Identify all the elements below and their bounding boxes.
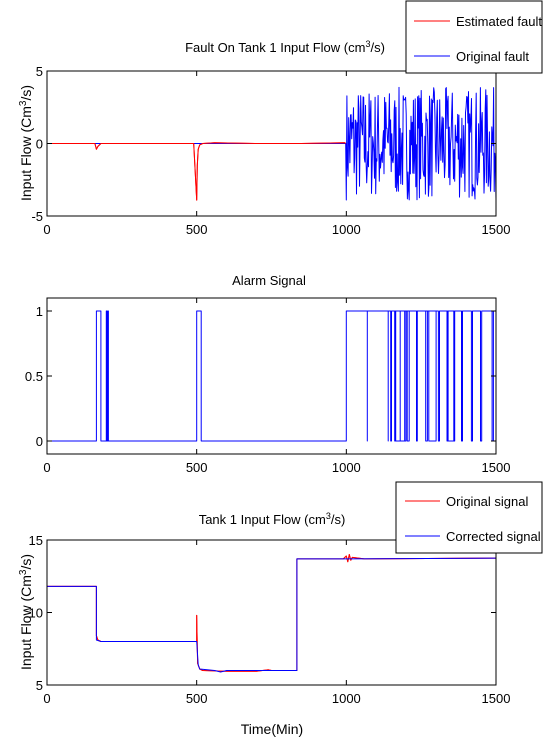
x-tick-label: 1000 bbox=[332, 691, 361, 706]
y-tick-label: 15 bbox=[29, 533, 43, 548]
x-tick-label: 500 bbox=[186, 222, 208, 237]
panel1-title-tail: /s) bbox=[370, 40, 384, 55]
x-tick-label: 500 bbox=[186, 460, 208, 475]
y-tick-label: -5 bbox=[31, 209, 43, 224]
panel3-xlabel: Time(Min) bbox=[241, 721, 303, 737]
panel-tank1-input-flow: Tank 1 Input Flow (cm3/s) 0 500 1000 1500 5 1… bbox=[18, 481, 543, 737]
legend-label-original-fault: Original fault bbox=[456, 49, 529, 64]
x-tick-label: 1500 bbox=[482, 691, 511, 706]
y-tick-label: 5 bbox=[36, 678, 43, 693]
panel-fault-tank1: Fault On Tank 1 Input Flow (cm3/s) 0 500 1… bbox=[18, 0, 543, 237]
panel2-series-group bbox=[47, 310, 497, 442]
series-line-corrected-signal bbox=[47, 557, 497, 673]
panel3-ylabel: Input Flow (Cm3/s) bbox=[18, 554, 34, 670]
panel3-legend: Original signal Corrected signal bbox=[395, 481, 543, 554]
y-tick-label: 5 bbox=[36, 64, 43, 79]
panel3-series-group bbox=[47, 554, 497, 673]
series-line-alarm-signal bbox=[47, 310, 497, 442]
y-tick-label: 0 bbox=[36, 434, 43, 449]
panel-alarm-signal: Alarm Signal 0 500 1000 1500 0 0.5 1 bbox=[25, 273, 511, 475]
panel1-title-sup: 3 bbox=[365, 39, 370, 49]
x-tick-label: 0 bbox=[43, 691, 50, 706]
x-tick-label: 0 bbox=[43, 460, 50, 475]
x-tick-label: 1500 bbox=[482, 222, 511, 237]
panel1-ticks: 0 500 1000 1500-505 bbox=[31, 64, 510, 237]
panel3-title-tail: /s) bbox=[331, 512, 345, 527]
panel1-ylabel: Input Flow (Cm3/s) bbox=[18, 85, 34, 201]
panel1-legend: Estimated fault Original fault bbox=[405, 0, 543, 74]
y-tick-label: 10 bbox=[29, 606, 43, 621]
x-tick-label: 1500 bbox=[482, 460, 511, 475]
panel3-title: Tank 1 Input Flow (cm3/s) bbox=[199, 511, 346, 527]
series-line-estimated-fault-overlay bbox=[47, 142, 347, 201]
panel2-title: Alarm Signal bbox=[232, 273, 306, 288]
x-tick-label: 1000 bbox=[332, 222, 361, 237]
panel2-ticks: 0 500 1000 1500 0 0.5 1 bbox=[25, 298, 511, 475]
x-tick-label: 0 bbox=[43, 222, 50, 237]
y-tick-label: 1 bbox=[36, 304, 43, 319]
series-line-original-signal bbox=[47, 554, 497, 672]
x-tick-label: 1000 bbox=[332, 460, 361, 475]
x-tick-label: 500 bbox=[186, 691, 208, 706]
legend-label-corrected-signal: Corrected signal bbox=[446, 529, 541, 544]
panel1-series-group bbox=[47, 86, 497, 201]
y-tick-label: 0 bbox=[36, 137, 43, 152]
panel3-title-sup: 3 bbox=[326, 511, 331, 521]
series-line-original-fault bbox=[47, 86, 497, 201]
panel3-axes bbox=[46, 539, 497, 686]
panel1-title: Fault On Tank 1 Input Flow (cm3/s) bbox=[185, 39, 385, 55]
panel3-legend-box bbox=[395, 481, 543, 554]
legend-label-estimated-fault: Estimated fault bbox=[456, 14, 542, 29]
series-line-original-signal-overlay bbox=[47, 554, 497, 672]
panel1-legend-box bbox=[405, 0, 543, 74]
legend-label-original-signal: Original signal bbox=[446, 494, 528, 509]
y-tick-label: 0.5 bbox=[25, 369, 43, 384]
